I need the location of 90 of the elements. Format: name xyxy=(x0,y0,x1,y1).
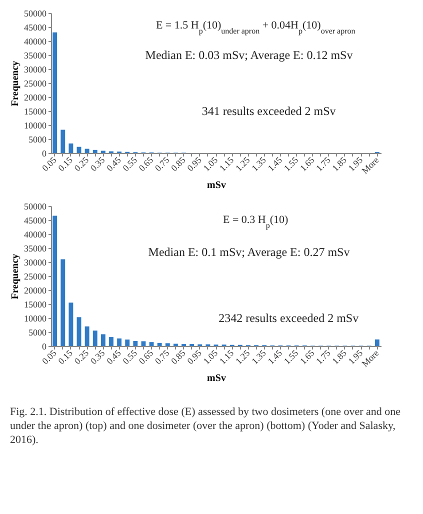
x-tick-label: 1.65 xyxy=(298,154,317,174)
y-axis-title: Frequency xyxy=(10,60,21,106)
x-tick-label: 0.15 xyxy=(56,348,75,366)
y-tick-label: 35000 xyxy=(24,50,47,60)
x-tick-label: 0.65 xyxy=(136,154,156,174)
y-tick-label: 50000 xyxy=(24,8,47,18)
y-tick-label: 20000 xyxy=(24,92,47,102)
annotation: Median E: 0.03 mSv; Average E: 0.12 mSv xyxy=(145,48,353,62)
x-tick-label: 0.55 xyxy=(120,348,140,366)
annotation: 2342 results exceeded 2 mSv xyxy=(218,311,359,325)
x-tick-label: 1.45 xyxy=(266,154,284,174)
x-tick-label: 0.45 xyxy=(104,348,124,366)
x-tick-label: 1.55 xyxy=(282,348,300,366)
x-tick-label: 0.15 xyxy=(56,154,75,174)
bar xyxy=(84,326,90,346)
x-tick-label: 1.55 xyxy=(282,154,300,174)
annotation: 341 results exceeded 2 mSv xyxy=(202,104,336,118)
y-tick-label: 15000 xyxy=(24,106,47,116)
x-tick-label: 0.75 xyxy=(152,348,172,366)
y-axis-title: Frequency xyxy=(10,254,21,300)
bar xyxy=(133,340,138,346)
bar xyxy=(68,143,74,153)
y-tick-label: 30000 xyxy=(24,258,47,268)
bar xyxy=(157,342,162,346)
bar xyxy=(52,32,58,153)
x-tick-label: 0.85 xyxy=(169,154,188,174)
x-tick-label: 0.55 xyxy=(120,154,140,174)
x-tick-label: 0.85 xyxy=(169,348,188,366)
x-tick-label: 0.25 xyxy=(72,154,91,174)
bar xyxy=(68,302,74,346)
x-axis-title: mSv xyxy=(207,180,226,191)
caption: Fig. 2.1. Distribution of effective dose (E) assessed by two dosimeters (one over and one under the apron) (top) and one dosimeter (over the apron) (bottom) (Yoder and Salasky, 2016). xyxy=(10,406,402,448)
y-tick-label: 40000 xyxy=(24,230,47,240)
y-tick-label: 25000 xyxy=(24,78,47,88)
y-tick-label: 15000 xyxy=(24,300,47,310)
x-tick-label: 1.85 xyxy=(330,348,349,366)
annotation: Median E: 0.1 mSv; Average E: 0.27 mSv xyxy=(148,245,350,260)
x-tick-label: 1.25 xyxy=(234,154,252,174)
bar xyxy=(100,334,106,346)
annotation: E = 1.5 H$_{p}$(10)$_{under apron}$ + 0.04H$_{p}$(10)$_{over apron}$ xyxy=(156,20,356,36)
x-tick-label: 1.15 xyxy=(217,154,236,174)
y-tick-label: 40000 xyxy=(24,36,47,46)
x-tick-label: 0.35 xyxy=(88,348,108,366)
y-tick-label: 30000 xyxy=(24,64,47,74)
x-tick-label: 1.15 xyxy=(217,348,236,366)
y-tick-label: 5000 xyxy=(28,328,47,338)
bar xyxy=(149,342,154,346)
x-tick-label: 1.25 xyxy=(234,348,252,366)
y-tick-label: 0 xyxy=(42,342,47,352)
y-tick-label: 45000 xyxy=(24,22,47,32)
y-tick-label: 45000 xyxy=(24,216,47,226)
bar xyxy=(109,337,114,346)
y-tick-label: 20000 xyxy=(24,286,47,296)
x-tick-label: 1.85 xyxy=(330,154,349,174)
x-tick-label: 0.35 xyxy=(88,154,108,174)
bar xyxy=(60,130,66,153)
bar xyxy=(60,259,66,346)
x-tick-label: 1.65 xyxy=(298,348,317,366)
bar xyxy=(165,343,170,346)
bar xyxy=(84,148,90,153)
y-tick-label: 50000 xyxy=(24,202,47,212)
x-tick-label: 0.65 xyxy=(136,348,156,366)
x-tick-label: 1.75 xyxy=(314,154,333,174)
bar xyxy=(52,216,58,346)
annotation: E = 0.3 H$_{p}$(10) xyxy=(223,214,289,230)
y-tick-label: 35000 xyxy=(24,244,47,254)
x-axis-title: mSv xyxy=(207,372,226,384)
x-tick-label: 1.75 xyxy=(314,348,333,366)
y-tick-label: 25000 xyxy=(24,272,47,282)
x-tick-label: 0.95 xyxy=(185,348,204,366)
x-tick-label: 1.35 xyxy=(250,348,268,366)
x-tick-label: 1.45 xyxy=(266,348,284,366)
x-tick-label: 0.95 xyxy=(185,154,204,174)
x-tick-label: 1.05 xyxy=(201,348,220,366)
bar xyxy=(125,340,130,346)
bar xyxy=(141,341,146,346)
y-tick-label: 10000 xyxy=(24,120,47,130)
x-tick-label: 1.35 xyxy=(250,154,268,174)
x-tick-label: 1.05 xyxy=(201,154,220,174)
bar xyxy=(92,330,98,346)
bar xyxy=(374,339,380,346)
x-tick-label: 0.25 xyxy=(72,348,91,366)
x-tick-label: 0.45 xyxy=(104,154,124,174)
bar xyxy=(92,150,98,153)
y-tick-label: 5000 xyxy=(28,134,47,144)
y-tick-label: 10000 xyxy=(24,314,47,324)
bar xyxy=(76,317,82,346)
bar xyxy=(117,338,122,346)
y-tick-label: 0 xyxy=(42,148,47,158)
x-tick-label: 0.75 xyxy=(152,154,172,174)
